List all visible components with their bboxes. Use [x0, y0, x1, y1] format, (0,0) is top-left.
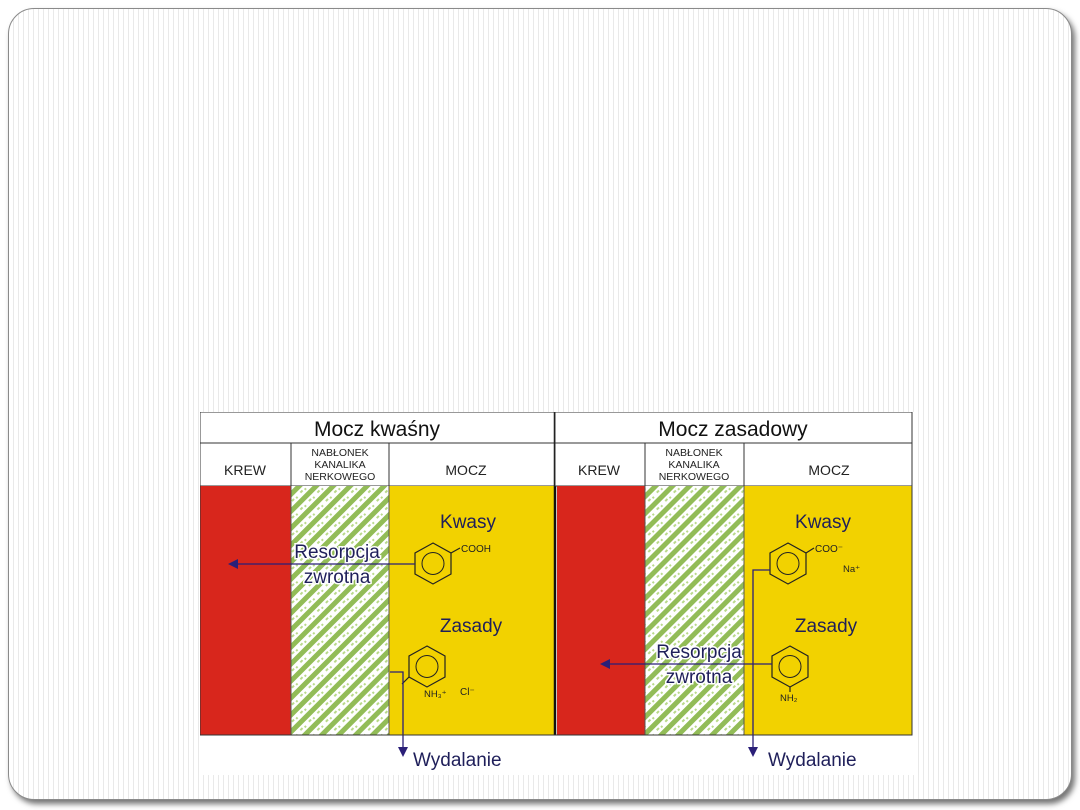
acids-label: Kwasy	[795, 512, 851, 533]
benzene-ring-icon	[769, 542, 815, 585]
blood-region	[557, 486, 645, 735]
column-header-blood: KREW	[224, 462, 267, 478]
benzene-ring-icon	[414, 542, 461, 585]
bases-label: Zasady	[440, 616, 503, 637]
benzene-ring-icon	[401, 645, 446, 688]
excretion-label: Wydalanie	[768, 750, 857, 771]
diagram-svg: Mocz kwaśny KREW NABŁONEK KANALIKA NERKO…	[200, 412, 913, 771]
acid-functional-group: COO⁻	[815, 544, 843, 555]
arrow-down-icon	[748, 569, 770, 757]
column-header-epithelium-line2: KANALIKA	[314, 459, 365, 471]
column-header-urine: MOCZ	[445, 462, 487, 478]
panel-title: Mocz zasadowy	[658, 418, 808, 441]
column-header-epithelium-line1: NABŁONEK	[665, 447, 722, 459]
benzene-ring-icon	[771, 645, 809, 692]
column-header-epithelium-line1: NABŁONEK	[311, 447, 368, 459]
arrow-down-icon	[390, 671, 408, 757]
base-functional-group: NH₃⁺	[424, 689, 447, 700]
base-functional-group: NH₂	[780, 693, 798, 704]
column-header-urine: MOCZ	[808, 462, 850, 478]
panel-basic-urine: Mocz zasadowy KREW NABŁONEK KANALIKA NER…	[200, 412, 913, 771]
acid-counter-ion: Na⁺	[843, 564, 860, 575]
reabsorption-label-line1: Resorpcja	[656, 642, 742, 663]
urine-ph-diagram: Mocz kwaśny KREW NABŁONEK KANALIKA NERKO…	[200, 412, 914, 775]
epithelium-region	[291, 486, 389, 735]
column-header-epithelium-line3: NERKOWEGO	[305, 471, 376, 483]
acids-label: Kwasy	[440, 512, 496, 533]
epithelium-region	[645, 486, 744, 735]
panel-acidic-urine: Mocz kwaśny KREW NABŁONEK KANALIKA NERKO…	[200, 412, 556, 771]
excretion-label: Wydalanie	[413, 750, 502, 771]
column-header-epithelium-line3: NERKOWEGO	[659, 471, 730, 483]
reabsorption-label-line1: Resorpcja	[294, 542, 380, 563]
blood-region	[200, 486, 291, 735]
reabsorption-label-line2: zwrotna	[304, 567, 371, 588]
slide: Mocz kwaśny KREW NABŁONEK KANALIKA NERKO…	[8, 8, 1072, 800]
column-header-blood: KREW	[578, 462, 621, 478]
base-counter-ion: Cl⁻	[460, 687, 475, 698]
reabsorption-label-line2: zwrotna	[666, 667, 733, 688]
column-header-epithelium-line2: KANALIKA	[668, 459, 719, 471]
panel-title: Mocz kwaśny	[314, 418, 441, 441]
acid-functional-group: COOH	[461, 544, 491, 555]
bases-label: Zasady	[795, 616, 858, 637]
urine-region	[389, 486, 555, 735]
urine-region	[744, 486, 912, 735]
